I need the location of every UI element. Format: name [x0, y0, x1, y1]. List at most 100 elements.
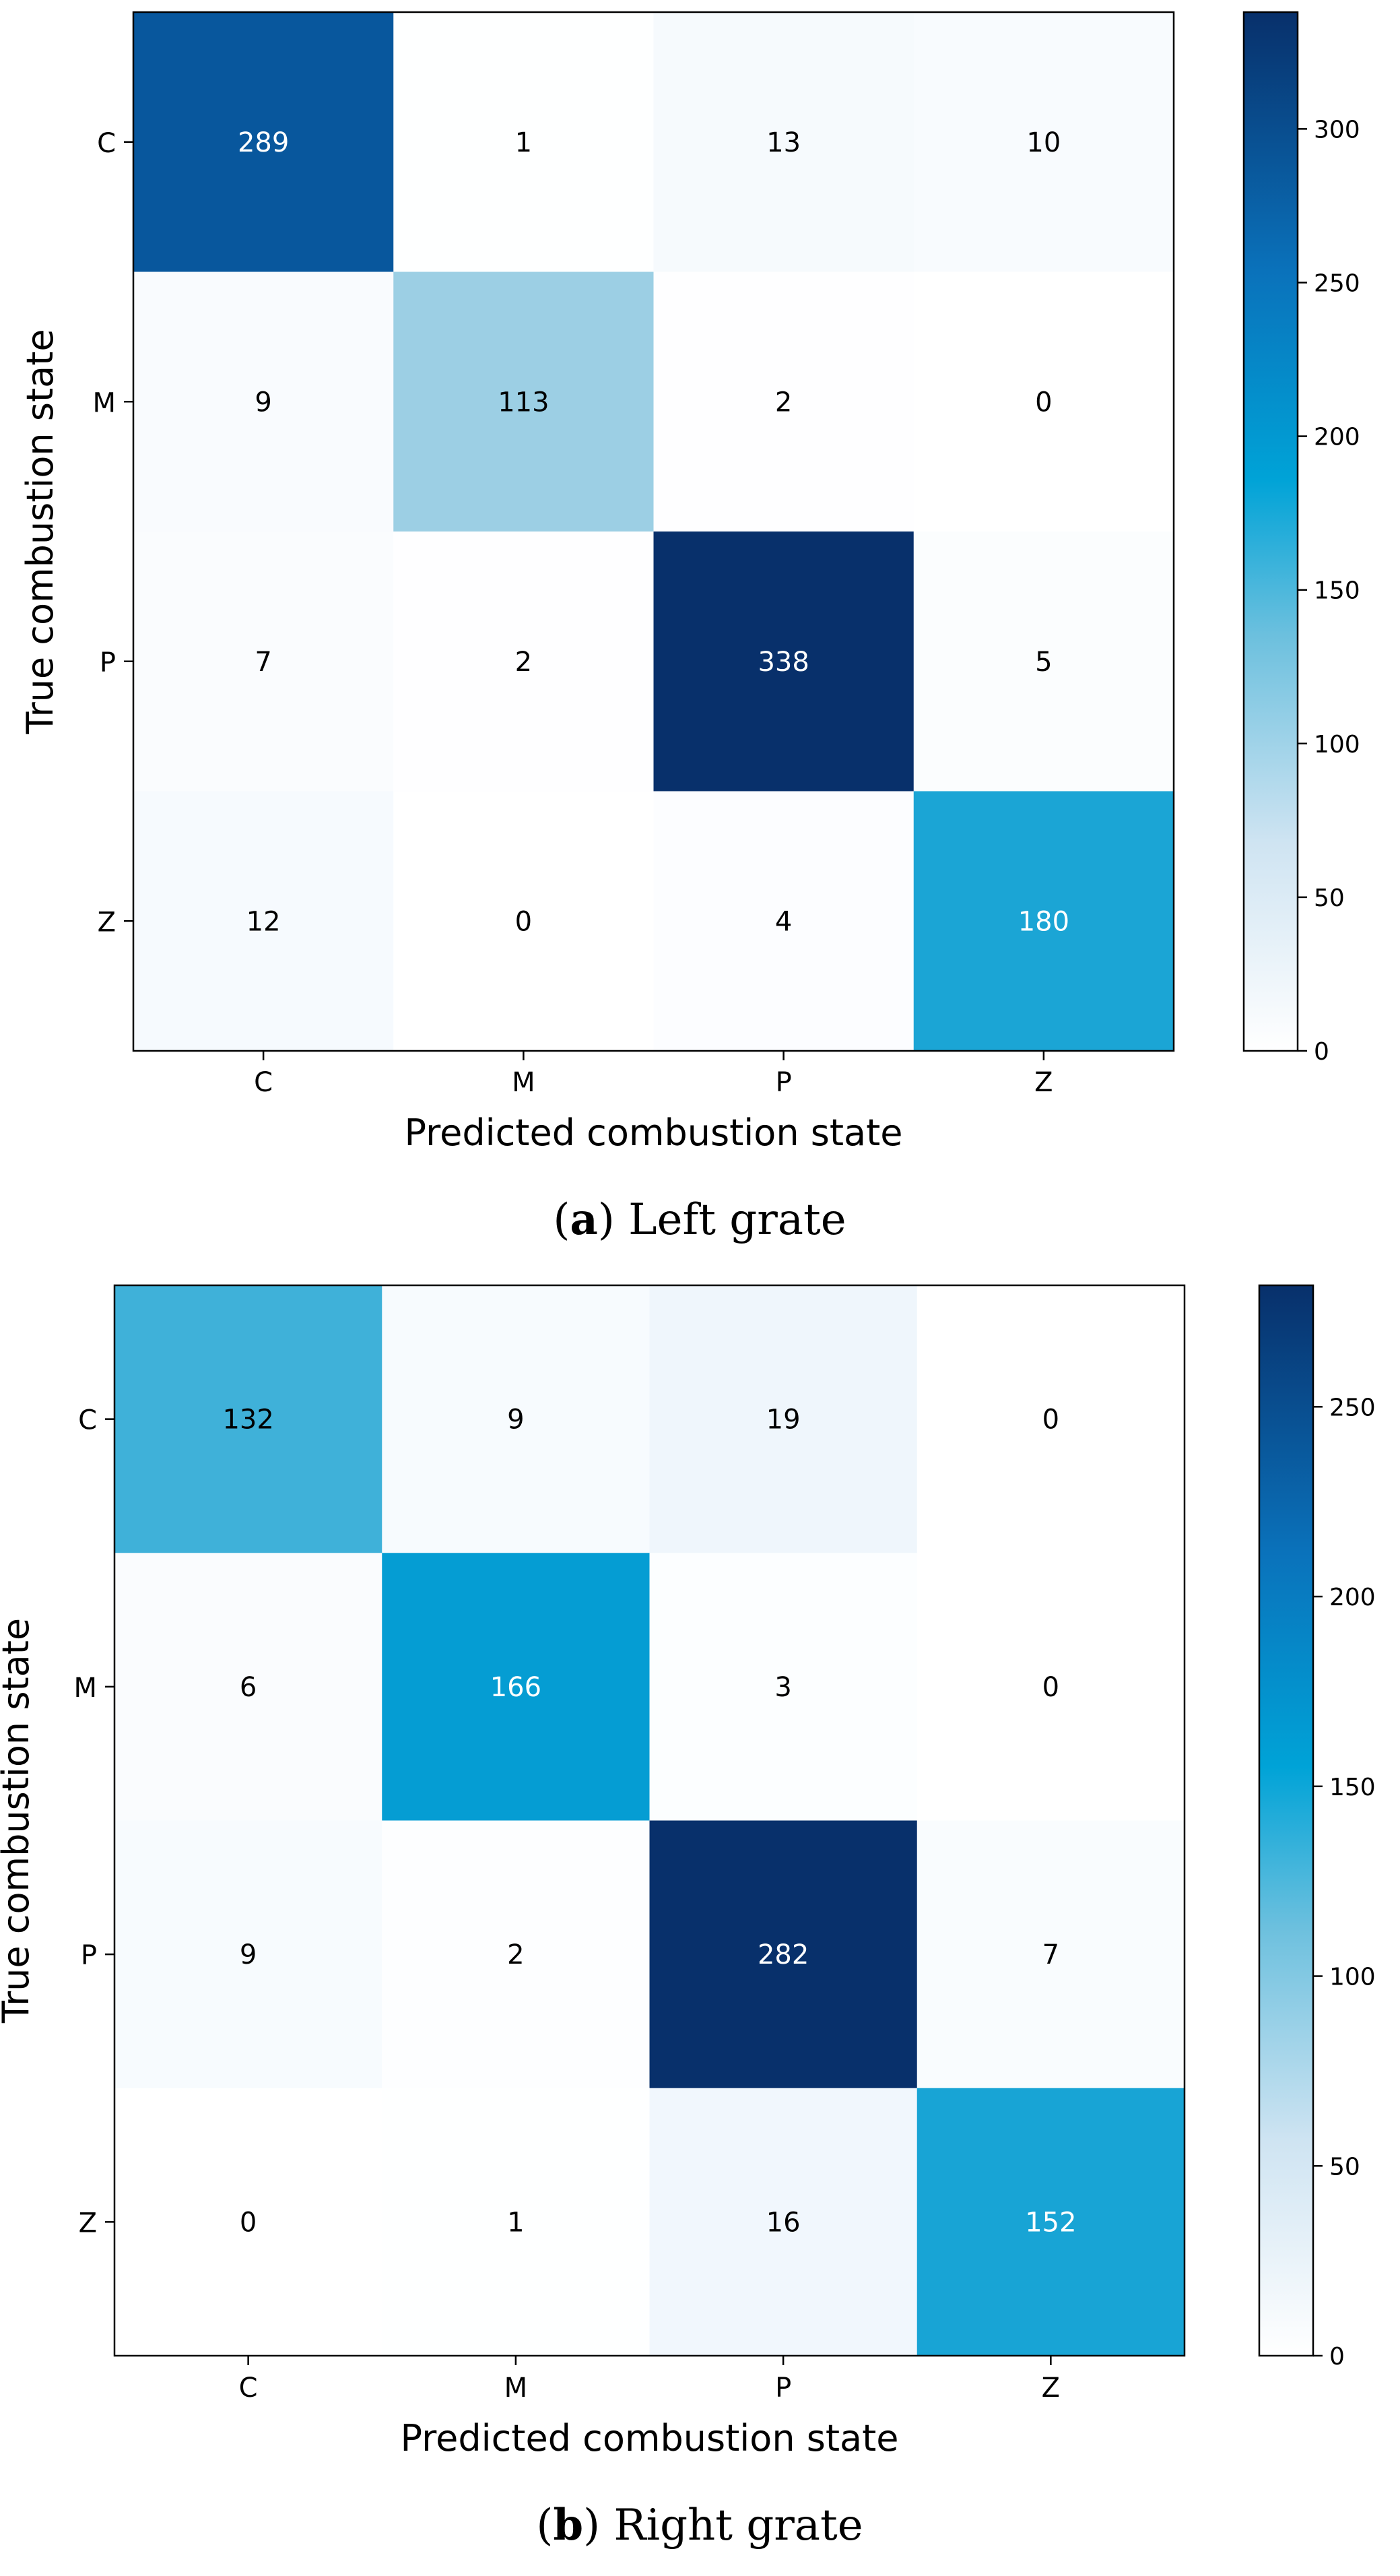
colorbar-tick-label: 250: [1329, 1394, 1376, 1421]
cell-P-M: [393, 532, 654, 792]
cell-C-Z: [913, 12, 1174, 272]
cell-value-C-Z: 0: [1042, 1405, 1059, 1436]
cell-M-P: [653, 271, 914, 532]
cell-value-M-Z: 0: [1035, 387, 1052, 418]
cell-value-P-Z: 5: [1035, 647, 1052, 678]
cell-P-C: [114, 1820, 382, 2089]
cell-value-M-M: 113: [498, 387, 549, 418]
x-tick-label-M: M: [512, 1067, 535, 1098]
figure-caption: (a) Left grate: [553, 1194, 846, 1245]
cell-value-C-M: 1: [515, 127, 532, 158]
cell-M-Z: [916, 1553, 1185, 1821]
colorbar-tick-label: 150: [1314, 577, 1360, 605]
y-tick-label-P: P: [81, 1940, 97, 1971]
colorbar: [1242, 11, 1299, 1052]
colorbar-tick-label: 50: [1314, 884, 1345, 912]
y-tick-label-C: C: [78, 1405, 97, 1436]
cell-M-C: [114, 1553, 382, 1821]
cell-value-Z-P: 4: [775, 906, 792, 937]
cell-Z-Z: [913, 791, 1174, 1052]
cell-value-M-P: 2: [775, 387, 792, 418]
cell-value-C-C: 132: [222, 1405, 273, 1436]
cell-C-M: [382, 1285, 650, 1553]
cell-value-P-M: 2: [515, 647, 532, 678]
cell-value-M-Z: 0: [1042, 1672, 1059, 1703]
cell-value-C-C: 289: [238, 127, 289, 158]
figure-caption: (b) Right grate: [536, 2500, 863, 2550]
cell-P-M: [382, 1820, 650, 2089]
cell-Z-P: [653, 791, 914, 1052]
cell-C-C: [114, 1285, 382, 1553]
cell-C-Z: [916, 1285, 1185, 1553]
colorbar-tick-label: 100: [1314, 731, 1360, 759]
cell-value-Z-Z: 152: [1025, 2207, 1076, 2238]
cell-M-C: [133, 271, 394, 532]
x-tick-label-C: C: [254, 1067, 273, 1098]
cell-value-P-C: 9: [240, 1939, 257, 1970]
x-tick-label-M: M: [504, 2373, 528, 2404]
cell-value-M-P: 3: [774, 1672, 791, 1703]
y-tick-label-Z: Z: [98, 907, 116, 938]
colorbar-tick-label: 0: [1314, 1038, 1329, 1066]
y-tick-label-M: M: [92, 387, 116, 418]
colorbar-tick-label: 100: [1329, 1964, 1376, 1991]
cell-value-P-P: 338: [758, 647, 809, 678]
x-tick-label-C: C: [239, 2373, 258, 2404]
x-axis-label: Predicted combustion state: [404, 1112, 902, 1154]
colorbar-tick-label: 50: [1329, 2153, 1360, 2181]
y-tick-label-C: C: [97, 128, 116, 159]
plot-frame: [113, 1284, 1186, 2357]
cell-P-Z: [913, 532, 1174, 792]
y-tick-label-M: M: [73, 1673, 97, 1704]
cell-value-P-P: 282: [758, 1939, 809, 1970]
cell-C-M: [393, 12, 654, 272]
cell-C-P: [653, 12, 914, 272]
cell-value-P-M: 2: [507, 1939, 524, 1970]
confusion-matrix-left-grate: 289 1 13 109 113 2 07 2 338 512 0 4 180CCMMPPZZPredi…: [19, 11, 1360, 1245]
cell-P-P: [649, 1820, 918, 2089]
cell-value-M-C: 9: [255, 387, 271, 418]
cell-value-Z-C: 12: [246, 906, 281, 937]
cell-C-P: [649, 1285, 918, 1553]
x-axis-label: Predicted combustion state: [400, 2417, 898, 2459]
x-tick-label-P: P: [775, 2373, 791, 2404]
cell-value-C-M: 9: [507, 1405, 524, 1436]
cell-P-Z: [916, 1820, 1185, 2089]
x-tick-label-Z: Z: [1042, 2373, 1060, 2404]
plot-frame: [132, 11, 1175, 1052]
colorbar-tick-label: 250: [1314, 269, 1360, 297]
y-axis-label: True combustion state: [0, 1618, 37, 2024]
colorbar: [1258, 1284, 1314, 2357]
cell-value-P-C: 7: [255, 647, 271, 678]
y-axis-label: True combustion state: [19, 329, 61, 734]
y-tick-label-Z: Z: [79, 2208, 97, 2239]
cell-value-Z-C: 0: [240, 2207, 257, 2238]
colorbar-tick-label: 200: [1314, 424, 1360, 451]
cell-value-C-P: 13: [766, 127, 801, 158]
cell-M-Z: [913, 271, 1174, 532]
colorbar-tick-label: 200: [1329, 1584, 1376, 1611]
cell-P-C: [133, 532, 394, 792]
cell-value-Z-M: 1: [507, 2207, 524, 2238]
cell-value-Z-P: 16: [766, 2207, 801, 2238]
cell-Z-C: [114, 2088, 382, 2356]
cell-Z-P: [649, 2088, 918, 2356]
cell-Z-M: [382, 2088, 650, 2356]
colorbar-tick-label: 300: [1314, 116, 1360, 143]
cell-value-P-Z: 7: [1042, 1939, 1059, 1970]
cell-P-P: [653, 532, 914, 792]
colorbar-tick-label: 150: [1329, 1774, 1376, 1801]
colorbar-tick-label: 0: [1329, 2343, 1345, 2371]
cell-Z-C: [133, 791, 394, 1052]
cell-Z-M: [393, 791, 654, 1052]
cell-value-M-M: 166: [490, 1672, 541, 1703]
x-tick-label-P: P: [776, 1067, 792, 1098]
cell-M-M: [393, 271, 654, 532]
cell-M-P: [649, 1553, 918, 1821]
cell-value-Z-M: 0: [515, 906, 532, 937]
confusion-matrix-right-grate: 132 9 19 0 6 166 3 0 9 2 282 7 0 1 16 152 C C M M P P Z Z Predic…: [0, 1284, 1376, 2550]
cell-C-C: [133, 12, 394, 272]
cell-value-C-P: 19: [766, 1405, 801, 1436]
cell-value-M-C: 6: [240, 1672, 257, 1703]
